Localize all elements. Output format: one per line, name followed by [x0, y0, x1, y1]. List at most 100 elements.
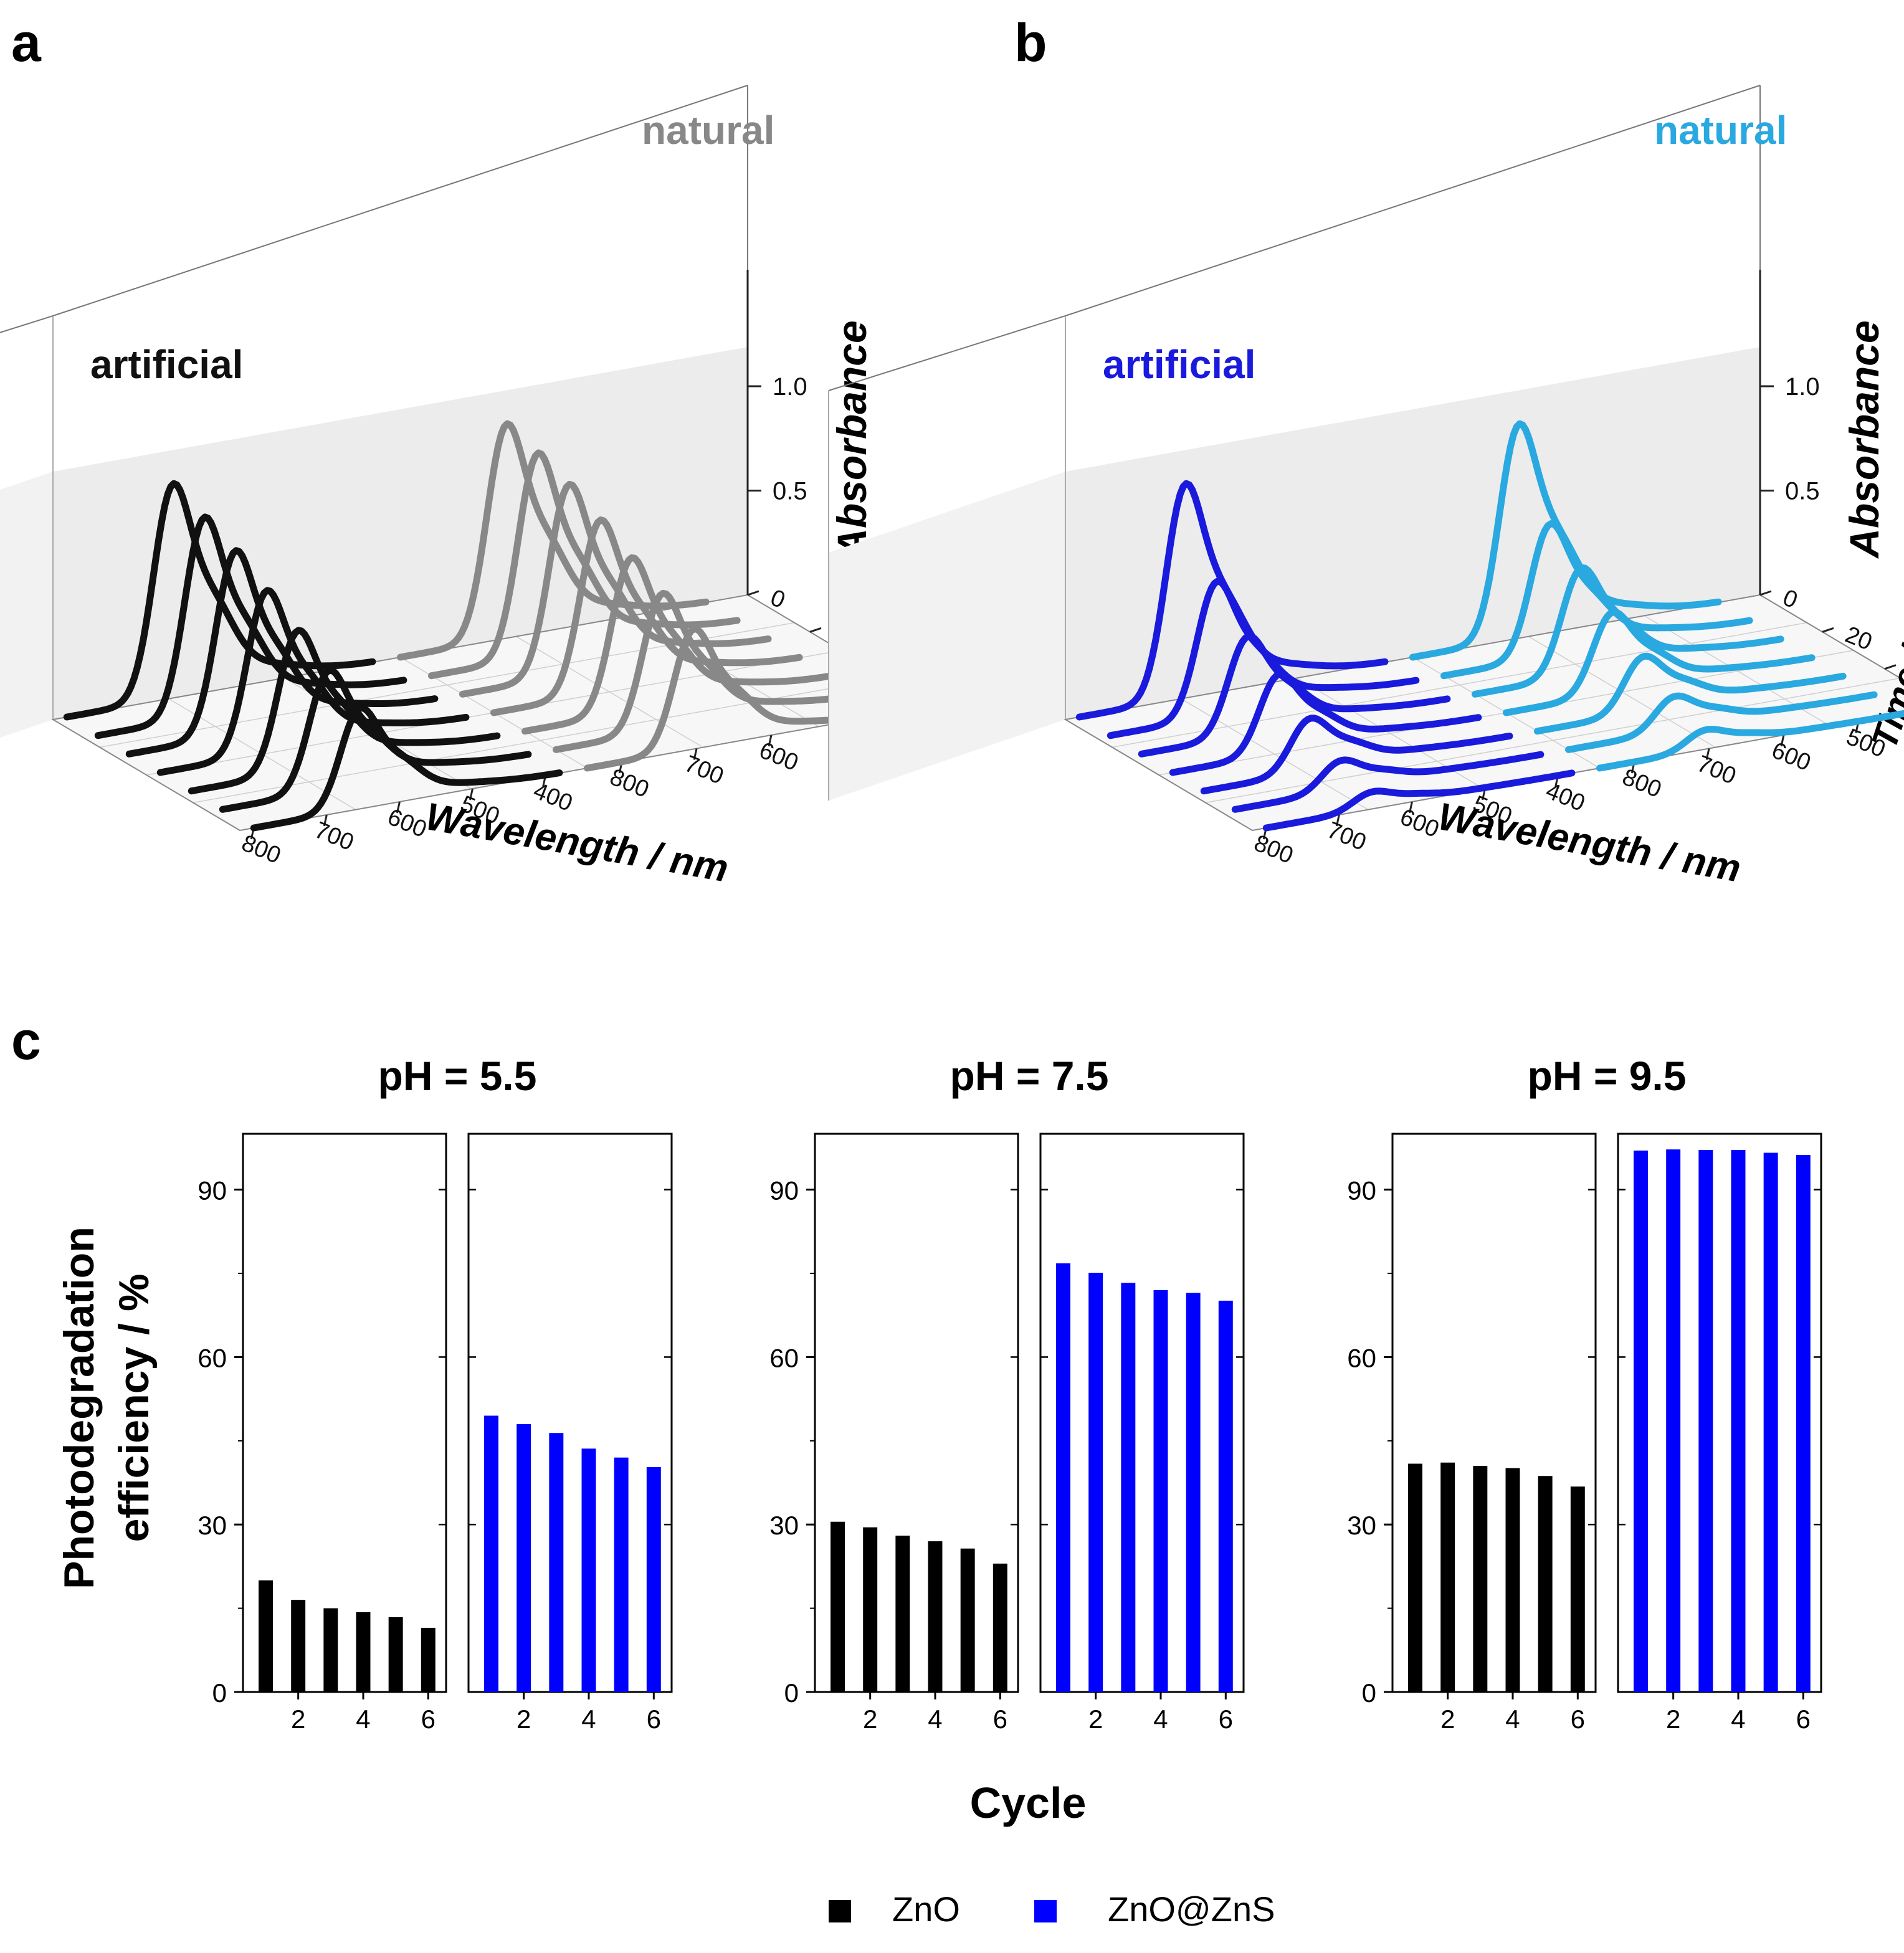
y-tick-label: 1.0	[773, 373, 807, 401]
bar	[614, 1457, 629, 1692]
artificial-spectrum-line	[1169, 670, 1482, 776]
panel-b-waterfall-chart: 0.51.0Absorbance0204060Time / min8007006…	[828, 85, 1904, 890]
bar-group-3: pH = 9.5 0 30 60 90 2 4 6 2 4 6	[1347, 1053, 1822, 1734]
x-axis-label: Cycle	[970, 1779, 1087, 1827]
legend-swatch	[829, 1900, 851, 1922]
plot-frame	[814, 1133, 1019, 1693]
bar	[895, 1536, 910, 1692]
bar	[831, 1521, 845, 1692]
bar	[1440, 1462, 1455, 1692]
y-tick-label: 90	[198, 1176, 227, 1205]
side-wall	[829, 472, 1065, 801]
subplot-zno: 2 4 6	[242, 1133, 447, 1734]
back-wall	[53, 347, 748, 720]
x-tick	[1335, 814, 1340, 827]
bar	[1088, 1273, 1103, 1692]
x-tick-label: 2	[1088, 1704, 1103, 1734]
grid-line	[1205, 677, 1901, 804]
subplot-zno: 2 4 6	[1391, 1133, 1597, 1734]
bar	[1763, 1152, 1778, 1692]
y-tick-label: 0	[212, 1678, 227, 1708]
x-tick-label: 6	[1219, 1704, 1233, 1734]
absorbance-axis-label: Absorbance	[1841, 320, 1887, 559]
x-tick-label: 6	[647, 1704, 661, 1734]
y-tick-label: 60	[198, 1343, 227, 1372]
x-tick-label: 6	[993, 1704, 1007, 1734]
x-tick	[1780, 734, 1785, 747]
bar	[992, 1563, 1007, 1692]
bar	[291, 1600, 306, 1692]
y-tick-label: 0	[784, 1678, 799, 1708]
bar	[1505, 1468, 1520, 1692]
natural-spectrum-line	[490, 516, 803, 716]
bar	[484, 1415, 498, 1692]
x-tick-label: 4	[928, 1704, 942, 1734]
x-tick-label: 6	[421, 1704, 436, 1734]
x-tick	[1408, 801, 1413, 814]
artificial-spectrum-line	[1200, 715, 1513, 795]
y-tick-label: 90	[1347, 1176, 1376, 1205]
bar	[1796, 1155, 1811, 1692]
group-title: pH = 5.5	[378, 1053, 537, 1099]
x-tick-label: 2	[1440, 1704, 1455, 1734]
legend-label: ZnO@ZnS	[1108, 1889, 1275, 1929]
plot-frame	[1039, 1133, 1245, 1693]
artificial-label: artificial	[1103, 342, 1255, 387]
legend-swatch	[1034, 1900, 1057, 1922]
bar	[1153, 1290, 1168, 1692]
x-tick	[396, 801, 401, 814]
artificial-spectrum-line	[156, 587, 470, 776]
bar	[516, 1423, 531, 1692]
bar	[581, 1448, 596, 1692]
grid-line	[1111, 622, 1807, 748]
y-tick-label: 90	[769, 1176, 799, 1205]
bar	[1218, 1300, 1233, 1692]
bar-group-2: pH = 7.5 0 30 60 90 2 4 6 2 4 6	[769, 1053, 1245, 1734]
bar	[356, 1612, 371, 1692]
bar	[1698, 1149, 1713, 1692]
bar	[646, 1466, 661, 1692]
artificial-spectrum-line	[1262, 769, 1576, 832]
natural-spectrum-line	[1503, 609, 1816, 716]
natural-label: natural	[1654, 108, 1787, 153]
bar	[1538, 1476, 1553, 1692]
panel-label-b: b	[1014, 13, 1047, 73]
bar	[1634, 1150, 1648, 1692]
x-tick-label: 2	[1666, 1704, 1680, 1734]
panel-label-a: a	[11, 13, 42, 73]
x-tick-label: 2	[863, 1704, 877, 1734]
z-tick	[1759, 590, 1772, 596]
y-tick-label: 60	[1347, 1343, 1376, 1372]
z-tick	[1884, 664, 1897, 670]
subplot-zno: 2 4 6	[814, 1133, 1019, 1734]
y-tick-label: 0.5	[773, 478, 807, 505]
plot-frame	[1617, 1133, 1822, 1693]
y-tick-label: 30	[198, 1511, 227, 1540]
x-tick-label: 4	[581, 1704, 596, 1734]
x-tick-label: 4	[1731, 1704, 1745, 1734]
bar	[1408, 1463, 1422, 1692]
group-title: pH = 7.5	[950, 1053, 1109, 1099]
bar	[1731, 1149, 1746, 1692]
x-tick-label: 4	[356, 1704, 370, 1734]
x-tick	[693, 748, 698, 760]
y-tick-label: 0.5	[1785, 478, 1820, 505]
z-tick	[747, 590, 759, 596]
subplot-znozns: 2 4 6	[1617, 1133, 1822, 1734]
panel-labels: a b c	[11, 13, 1047, 1071]
artificial-spectrum-line	[63, 480, 376, 721]
bar	[421, 1627, 436, 1692]
bar	[259, 1580, 273, 1692]
artificial-spectrum-line	[125, 547, 439, 758]
x-tick	[469, 788, 474, 801]
group-title: pH = 9.5	[1528, 1053, 1687, 1099]
natural-spectrum-line	[428, 449, 741, 680]
bar	[960, 1548, 975, 1692]
x-tick-label: 4	[1505, 1704, 1520, 1734]
bar	[323, 1608, 338, 1692]
legend-label: ZnO	[892, 1889, 960, 1929]
natural-spectrum-line	[1409, 420, 1722, 661]
natural-spectrum-line	[397, 420, 710, 661]
